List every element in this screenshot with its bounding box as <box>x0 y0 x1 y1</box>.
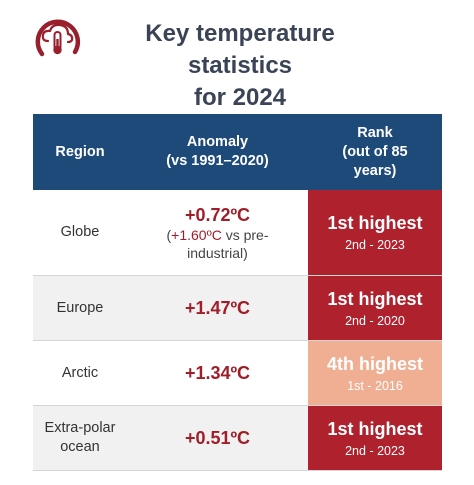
header-region: Region <box>55 143 105 160</box>
table-row-globe: Globe +0.72ºC (+1.60ºC vs pre- industria… <box>33 190 442 276</box>
rank-cell: 4th highest 1st - 2016 <box>308 341 442 405</box>
statistics-table: Region Anomaly (vs 1991–2020) Rank (out … <box>33 114 442 471</box>
rank-value: 1st highest <box>327 213 423 233</box>
anomaly-cell: +0.51ºC <box>127 406 308 470</box>
anomaly-note: (+1.60ºC vs pre- industrial) <box>166 226 269 261</box>
anomaly-value: +0.72ºC <box>184 204 251 225</box>
header-rank: Rank (out of 85 years) <box>342 124 408 179</box>
region-cell: Globe <box>60 224 100 240</box>
rank-second: 2nd - 2023 <box>345 238 405 252</box>
anomaly-value: +1.34ºC <box>184 363 251 383</box>
anomaly-value: +0.51ºC <box>184 428 251 448</box>
rank-cell: 1st highest 2nd - 2023 <box>308 406 442 470</box>
table-header: Region Anomaly (vs 1991–2020) Rank (out … <box>33 114 442 190</box>
region-cell: Extra-polar ocean <box>44 420 116 455</box>
anomaly-cell: +0.72ºC (+1.60ºC vs pre- industrial) <box>127 190 308 275</box>
anomaly-value: +1.47ºC <box>184 298 251 318</box>
page-title: Key temperature statistics for 2024 <box>90 18 390 114</box>
rank-cell: 1st highest 2nd - 2023 <box>308 190 442 275</box>
region-cell: Europe <box>56 299 104 316</box>
anomaly-cell: +1.34ºC <box>127 341 308 405</box>
header-anomaly: Anomaly (vs 1991–2020) <box>166 134 269 169</box>
rank-value: 4th highest <box>326 353 423 374</box>
rank-second: 2nd - 2023 <box>345 443 405 458</box>
rank-value: 1st highest <box>327 288 423 309</box>
table-row-extra-polar-ocean: Extra-polar ocean +0.51ºC 1st highest 2n… <box>33 406 442 471</box>
region-cell: Arctic <box>61 364 99 381</box>
table-row-arctic: Arctic +1.34ºC 4th highest 1st - 2016 <box>33 341 442 406</box>
title-line-1: Key temperature statistics <box>145 20 335 79</box>
cloud-thermometer-icon <box>35 19 81 57</box>
rank-value: 1st highest <box>327 418 423 439</box>
rank-cell: 1st highest 2nd - 2020 <box>308 276 442 340</box>
title-line-2: for 2024 <box>193 84 287 111</box>
anomaly-cell: +1.47ºC <box>127 276 308 340</box>
rank-second: 2nd - 2020 <box>345 313 405 328</box>
table-row-europe: Europe +1.47ºC 1st highest 2nd - 2020 <box>33 276 442 341</box>
rank-second: 1st - 2016 <box>347 378 403 393</box>
